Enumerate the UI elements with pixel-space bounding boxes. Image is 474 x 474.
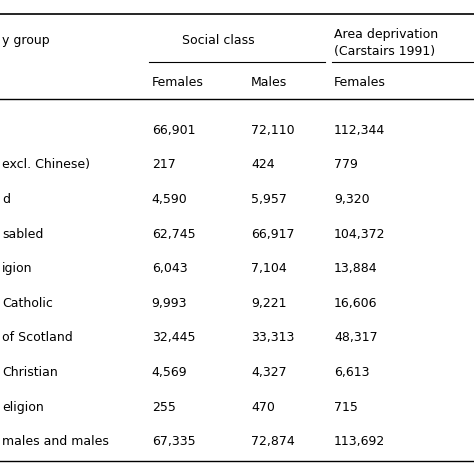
Text: 62,745: 62,745 [152,228,195,241]
Text: 33,313: 33,313 [251,331,295,345]
Text: 112,344: 112,344 [334,124,385,137]
Text: 113,692: 113,692 [334,435,385,448]
Text: males and males: males and males [2,435,109,448]
Text: excl. Chinese): excl. Chinese) [2,158,91,172]
Text: 4,569: 4,569 [152,366,187,379]
Text: 9,320: 9,320 [334,193,370,206]
Text: 4,590: 4,590 [152,193,187,206]
Text: Catholic: Catholic [2,297,53,310]
Text: Christian: Christian [2,366,58,379]
Text: 66,917: 66,917 [251,228,295,241]
Text: 715: 715 [334,401,358,414]
Text: 67,335: 67,335 [152,435,195,448]
Text: Area deprivation
(Carstairs 1991): Area deprivation (Carstairs 1991) [334,27,438,58]
Text: 32,445: 32,445 [152,331,195,345]
Text: igion: igion [2,262,33,275]
Text: 424: 424 [251,158,275,172]
Text: d: d [2,193,10,206]
Text: sabled: sabled [2,228,44,241]
Text: 9,993: 9,993 [152,297,187,310]
Text: Males: Males [251,76,287,90]
Text: 7,104: 7,104 [251,262,287,275]
Text: Females: Females [334,76,386,90]
Text: 72,110: 72,110 [251,124,295,137]
Text: Social class: Social class [182,34,255,47]
Text: 217: 217 [152,158,175,172]
Text: 5,957: 5,957 [251,193,287,206]
Text: 6,043: 6,043 [152,262,187,275]
Text: 9,221: 9,221 [251,297,287,310]
Text: 72,874: 72,874 [251,435,295,448]
Text: 16,606: 16,606 [334,297,378,310]
Text: Females: Females [152,76,203,90]
Text: 255: 255 [152,401,175,414]
Text: eligion: eligion [2,401,44,414]
Text: y group: y group [2,34,50,47]
Text: 779: 779 [334,158,358,172]
Text: 470: 470 [251,401,275,414]
Text: of Scotland: of Scotland [2,331,73,345]
Text: 104,372: 104,372 [334,228,386,241]
Text: 48,317: 48,317 [334,331,378,345]
Text: 6,613: 6,613 [334,366,370,379]
Text: 4,327: 4,327 [251,366,287,379]
Text: 13,884: 13,884 [334,262,378,275]
Text: 66,901: 66,901 [152,124,195,137]
